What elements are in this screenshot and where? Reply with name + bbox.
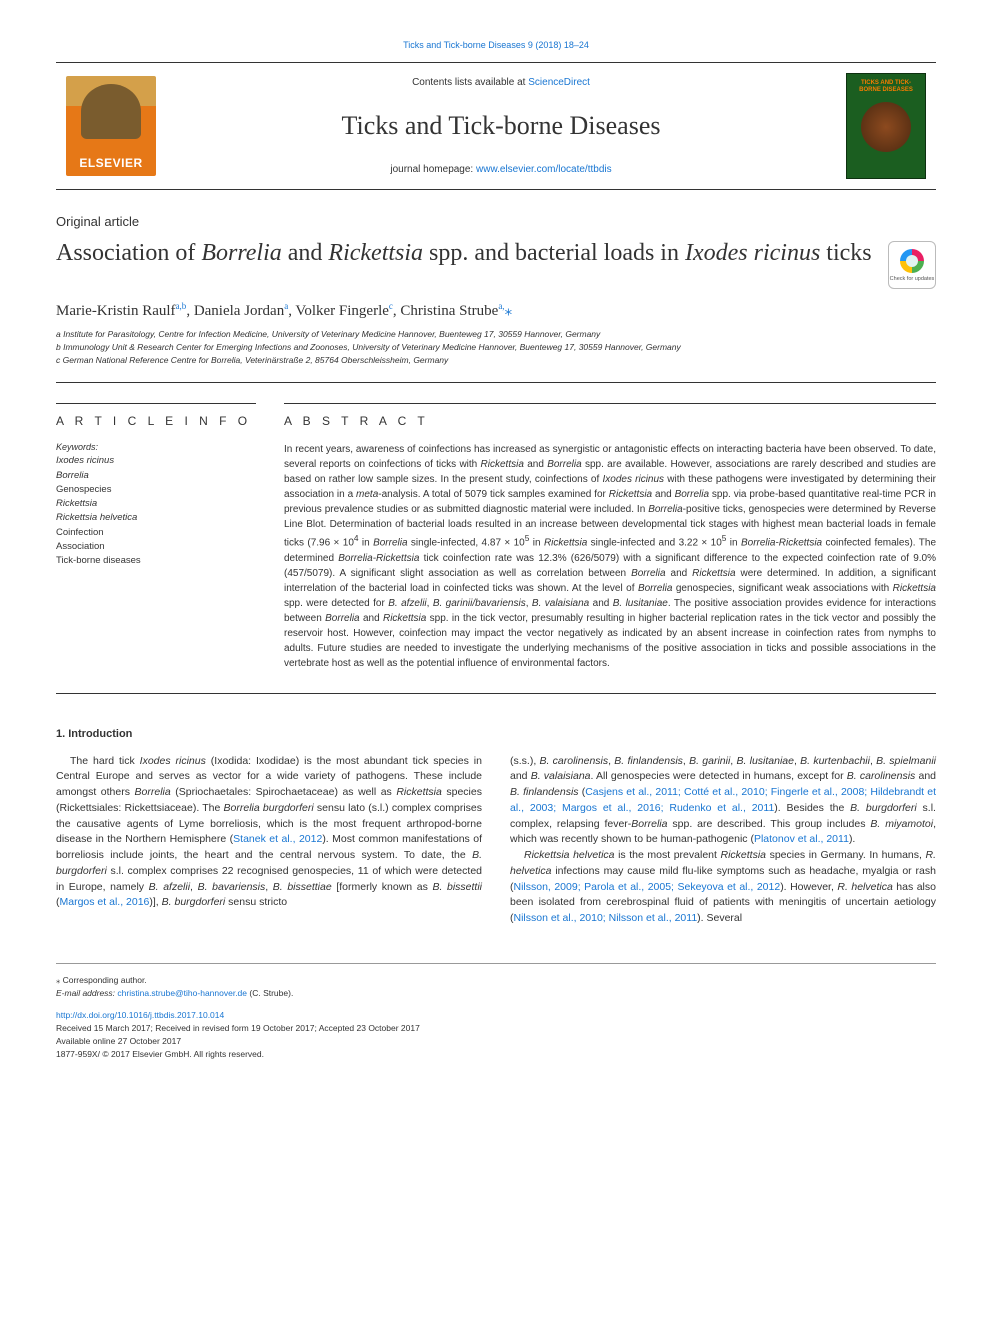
author-list: Marie-Kristin Raulfa,b, Daniela Jordana,… bbox=[56, 301, 936, 320]
journal-homepage-line: journal homepage: www.elsevier.com/locat… bbox=[176, 164, 826, 175]
article-info-panel: A R T I C L E I N F O Keywords: Ixodes r… bbox=[56, 403, 256, 670]
elsevier-wordmark: ELSEVIER bbox=[79, 156, 142, 176]
publisher-logo-cell: ELSEVIER bbox=[56, 63, 166, 189]
article-type: Original article bbox=[56, 214, 936, 229]
copyright-line: 1877-959X/ © 2017 Elsevier GmbH. All rig… bbox=[56, 1048, 936, 1061]
keywords-label: Keywords: bbox=[56, 442, 256, 452]
crossmark-badge[interactable]: Check for updates bbox=[888, 241, 936, 289]
keyword: Coinfection bbox=[56, 526, 256, 540]
keyword: Tick-borne diseases bbox=[56, 554, 256, 568]
keyword: Borrelia bbox=[56, 469, 256, 483]
body-text-columns: The hard tick Ixodes ricinus (Ixodida: I… bbox=[56, 754, 936, 927]
crossmark-icon bbox=[900, 249, 924, 273]
elsevier-tree-icon bbox=[81, 84, 141, 139]
email-line: E-mail address: christina.strube@tiho-ha… bbox=[56, 987, 936, 1000]
author-email-link[interactable]: christina.strube@tiho-hannover.de bbox=[117, 988, 247, 998]
section-heading-introduction: 1. Introduction bbox=[56, 728, 936, 740]
journal-title: Ticks and Tick-borne Diseases bbox=[176, 111, 826, 141]
keyword: Association bbox=[56, 540, 256, 554]
email-suffix: (C. Strube). bbox=[247, 988, 293, 998]
keyword: Genospecies bbox=[56, 483, 256, 497]
journal-masthead: ELSEVIER Contents lists available at Sci… bbox=[56, 62, 936, 190]
journal-cover-thumbnail: TICKS AND TICK-BORNE DISEASES bbox=[846, 73, 926, 179]
received-line: Received 15 March 2017; Received in revi… bbox=[56, 1022, 936, 1035]
doi-link[interactable]: http://dx.doi.org/10.1016/j.ttbdis.2017.… bbox=[56, 1010, 224, 1020]
available-online-line: Available online 27 October 2017 bbox=[56, 1035, 936, 1048]
affiliation-c: c German National Reference Centre for B… bbox=[56, 354, 936, 367]
journal-homepage-link[interactable]: www.elsevier.com/locate/ttbdis bbox=[476, 164, 612, 175]
info-abstract-row: A R T I C L E I N F O Keywords: Ixodes r… bbox=[56, 403, 936, 693]
body-paragraph-right: (s.s.), B. carolinensis, B. finlandensis… bbox=[510, 754, 936, 927]
body-paragraph-left: The hard tick Ixodes ricinus (Ixodida: I… bbox=[56, 754, 482, 912]
contents-available-line: Contents lists available at ScienceDirec… bbox=[176, 77, 826, 88]
affiliation-a: a Institute for Parasitology, Centre for… bbox=[56, 328, 936, 341]
article-footer: ⁎ Corresponding author. E-mail address: … bbox=[56, 963, 936, 1061]
introduction-section: 1. Introduction The hard tick Ixodes ric… bbox=[56, 728, 936, 927]
keyword-list: Ixodes ricinus Borrelia Genospecies Rick… bbox=[56, 454, 256, 568]
running-head-citation: Ticks and Tick-borne Diseases 9 (2018) 1… bbox=[56, 40, 936, 50]
cover-tick-icon bbox=[861, 102, 911, 152]
keyword: Rickettsia helvetica bbox=[56, 511, 256, 525]
article-header: Original article Association of Borrelia… bbox=[56, 214, 936, 383]
email-label: E-mail address: bbox=[56, 988, 117, 998]
corresponding-author-line: ⁎ Corresponding author. bbox=[56, 974, 936, 987]
journal-cover-cell: TICKS AND TICK-BORNE DISEASES bbox=[836, 63, 936, 189]
contents-prefix: Contents lists available at bbox=[412, 77, 528, 88]
abstract-text: In recent years, awareness of coinfectio… bbox=[284, 442, 936, 670]
elsevier-logo: ELSEVIER bbox=[66, 76, 156, 176]
article-title: Association of Borrelia and Rickettsia s… bbox=[56, 237, 872, 269]
masthead-center: Contents lists available at ScienceDirec… bbox=[166, 63, 836, 189]
homepage-prefix: journal homepage: bbox=[390, 164, 476, 175]
keyword: Ixodes ricinus bbox=[56, 454, 256, 468]
abstract-panel: A B S T R A C T In recent years, awarene… bbox=[284, 403, 936, 670]
affiliations: a Institute for Parasitology, Centre for… bbox=[56, 328, 936, 383]
cover-title-text: TICKS AND TICK-BORNE DISEASES bbox=[851, 80, 921, 94]
sciencedirect-link[interactable]: ScienceDirect bbox=[528, 77, 590, 88]
affiliation-b: b Immunology Unit & Research Center for … bbox=[56, 341, 936, 354]
crossmark-label: Check for updates bbox=[890, 276, 935, 282]
keyword: Rickettsia bbox=[56, 497, 256, 511]
article-info-heading: A R T I C L E I N F O bbox=[56, 403, 256, 428]
abstract-heading: A B S T R A C T bbox=[284, 403, 936, 428]
